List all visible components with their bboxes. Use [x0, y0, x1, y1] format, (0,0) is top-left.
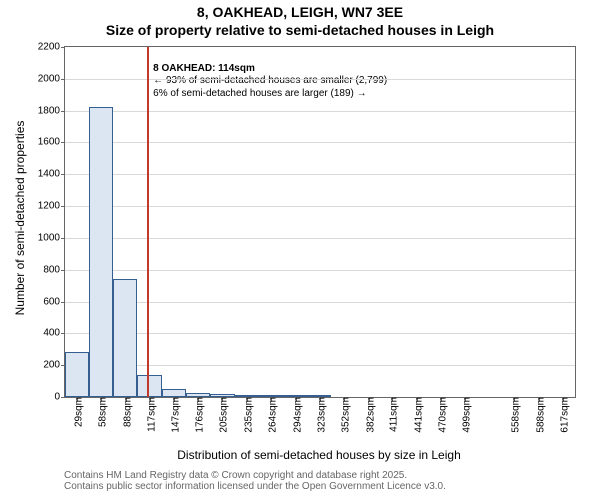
- histogram-bar: [137, 375, 162, 397]
- footer-line-2: Contains public sector information licen…: [64, 481, 446, 492]
- x-tick-label: 588sqm: [531, 397, 546, 433]
- reference-line: [147, 47, 149, 397]
- x-tick-label: 264sqm: [264, 397, 279, 433]
- histogram-bar: [65, 352, 89, 397]
- gridline: [65, 365, 575, 366]
- x-tick-label: 205sqm: [215, 397, 230, 433]
- x-tick-label: 558sqm: [506, 397, 521, 433]
- annotation-line-2: ← 93% of semi-detached houses are smalle…: [153, 75, 413, 88]
- y-tick-label: 200: [43, 360, 65, 371]
- histogram-bar: [162, 389, 186, 397]
- gridline: [65, 333, 575, 334]
- plot-area: 8 OAKHEAD: 114sqm ← 93% of semi-detached…: [64, 46, 576, 398]
- chart-title-2: Size of property relative to semi-detach…: [0, 22, 600, 40]
- x-tick-label: 117sqm: [142, 397, 157, 432]
- x-tick-label: 58sqm: [93, 397, 108, 427]
- x-tick-label: 352sqm: [336, 397, 351, 433]
- gridline: [65, 238, 575, 239]
- y-tick-label: 1000: [38, 232, 65, 243]
- y-tick-label: 1800: [38, 105, 65, 116]
- y-tick-label: 2200: [38, 42, 65, 53]
- y-axis-title: Number of semi-detached properties: [13, 58, 27, 378]
- x-tick-label: 176sqm: [191, 397, 206, 433]
- histogram-bar: [89, 107, 113, 397]
- y-tick-label: 1400: [38, 169, 65, 180]
- x-tick-label: 88sqm: [118, 397, 133, 427]
- gridline: [65, 79, 575, 80]
- gridline: [65, 302, 575, 303]
- y-tick-label: 1200: [38, 201, 65, 212]
- reference-annotation: 8 OAKHEAD: 114sqm ← 93% of semi-detached…: [153, 63, 413, 101]
- annotation-line-3: 6% of semi-detached houses are larger (1…: [153, 88, 413, 101]
- x-axis-title: Distribution of semi-detached houses by …: [64, 448, 574, 462]
- gridline: [65, 270, 575, 271]
- x-tick-label: 294sqm: [288, 397, 303, 433]
- x-tick-label: 499sqm: [458, 397, 473, 433]
- chart-container: 8, OAKHEAD, LEIGH, WN7 3EE Size of prope…: [0, 0, 600, 500]
- gridline: [65, 206, 575, 207]
- y-tick-label: 1600: [38, 137, 65, 148]
- gridline: [65, 174, 575, 175]
- x-tick-label: 147sqm: [167, 397, 182, 433]
- x-tick-label: 441sqm: [410, 397, 425, 433]
- y-tick-label: 800: [43, 264, 65, 275]
- x-tick-label: 323sqm: [312, 397, 327, 433]
- histogram-bar: [113, 279, 137, 397]
- y-tick-label: 0: [54, 392, 65, 403]
- y-tick-label: 400: [43, 328, 65, 339]
- x-tick-label: 617sqm: [555, 397, 570, 433]
- x-tick-label: 29sqm: [69, 397, 84, 427]
- x-tick-label: 382sqm: [361, 397, 376, 433]
- annotation-main: 8 OAKHEAD: 114sqm: [153, 63, 413, 76]
- chart-titles: 8, OAKHEAD, LEIGH, WN7 3EE Size of prope…: [0, 0, 600, 39]
- chart-footer: Contains HM Land Registry data © Crown c…: [64, 470, 446, 492]
- gridline: [65, 142, 575, 143]
- gridline: [65, 111, 575, 112]
- y-tick-label: 600: [43, 296, 65, 307]
- chart-title-1: 8, OAKHEAD, LEIGH, WN7 3EE: [0, 4, 600, 22]
- y-tick-label: 2000: [38, 73, 65, 84]
- x-tick-label: 411sqm: [385, 397, 400, 432]
- footer-line-1: Contains HM Land Registry data © Crown c…: [64, 470, 446, 481]
- x-tick-label: 235sqm: [240, 397, 255, 433]
- x-tick-label: 470sqm: [434, 397, 449, 433]
